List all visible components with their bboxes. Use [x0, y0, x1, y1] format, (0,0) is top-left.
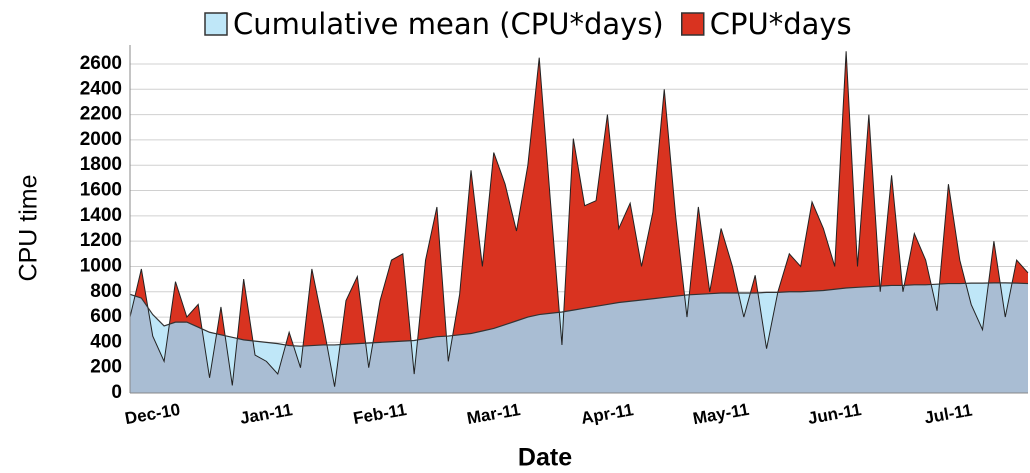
y-tick-label: 400 — [90, 331, 122, 352]
x-axis-title: Date — [518, 444, 572, 472]
y-tick-label: 2200 — [80, 104, 122, 125]
y-axis-title: CPU time — [15, 175, 43, 282]
daily-line — [129, 51, 1029, 387]
y-tick-label: 0 — [111, 382, 122, 403]
y-tick-label: 1800 — [80, 154, 122, 175]
y-tick-label: 1600 — [80, 180, 122, 201]
y-tick-label: 800 — [90, 281, 122, 302]
mean-line — [129, 282, 1029, 347]
y-tick-label: 1000 — [80, 255, 122, 276]
legend-label: CPU*days — [710, 7, 852, 41]
legend-swatch — [204, 12, 228, 36]
y-tick-label: 200 — [90, 357, 122, 378]
y-tick-label: 2000 — [80, 129, 122, 150]
legend-label: Cumulative mean (CPU*days) — [233, 7, 664, 41]
x-tick-label: Dec-10 — [123, 400, 181, 428]
y-tick-label: 600 — [90, 306, 122, 327]
x-tick-label: Jun-11 — [806, 400, 862, 428]
y-tick-label: 2400 — [80, 78, 122, 99]
x-tick-label: Mar-11 — [465, 400, 521, 428]
y-tick-label: 2600 — [80, 53, 122, 74]
y-tick-label: 1200 — [80, 230, 122, 251]
x-tick-label: Feb-11 — [352, 400, 408, 428]
legend-swatch — [681, 12, 705, 36]
x-tick-label: Apr-11 — [580, 400, 635, 428]
x-tick-label: May-11 — [691, 400, 750, 429]
x-tick-label: Jan-11 — [239, 400, 294, 428]
x-tick-label: Jul-11 — [923, 400, 974, 427]
y-tick-label: 1400 — [80, 205, 122, 226]
